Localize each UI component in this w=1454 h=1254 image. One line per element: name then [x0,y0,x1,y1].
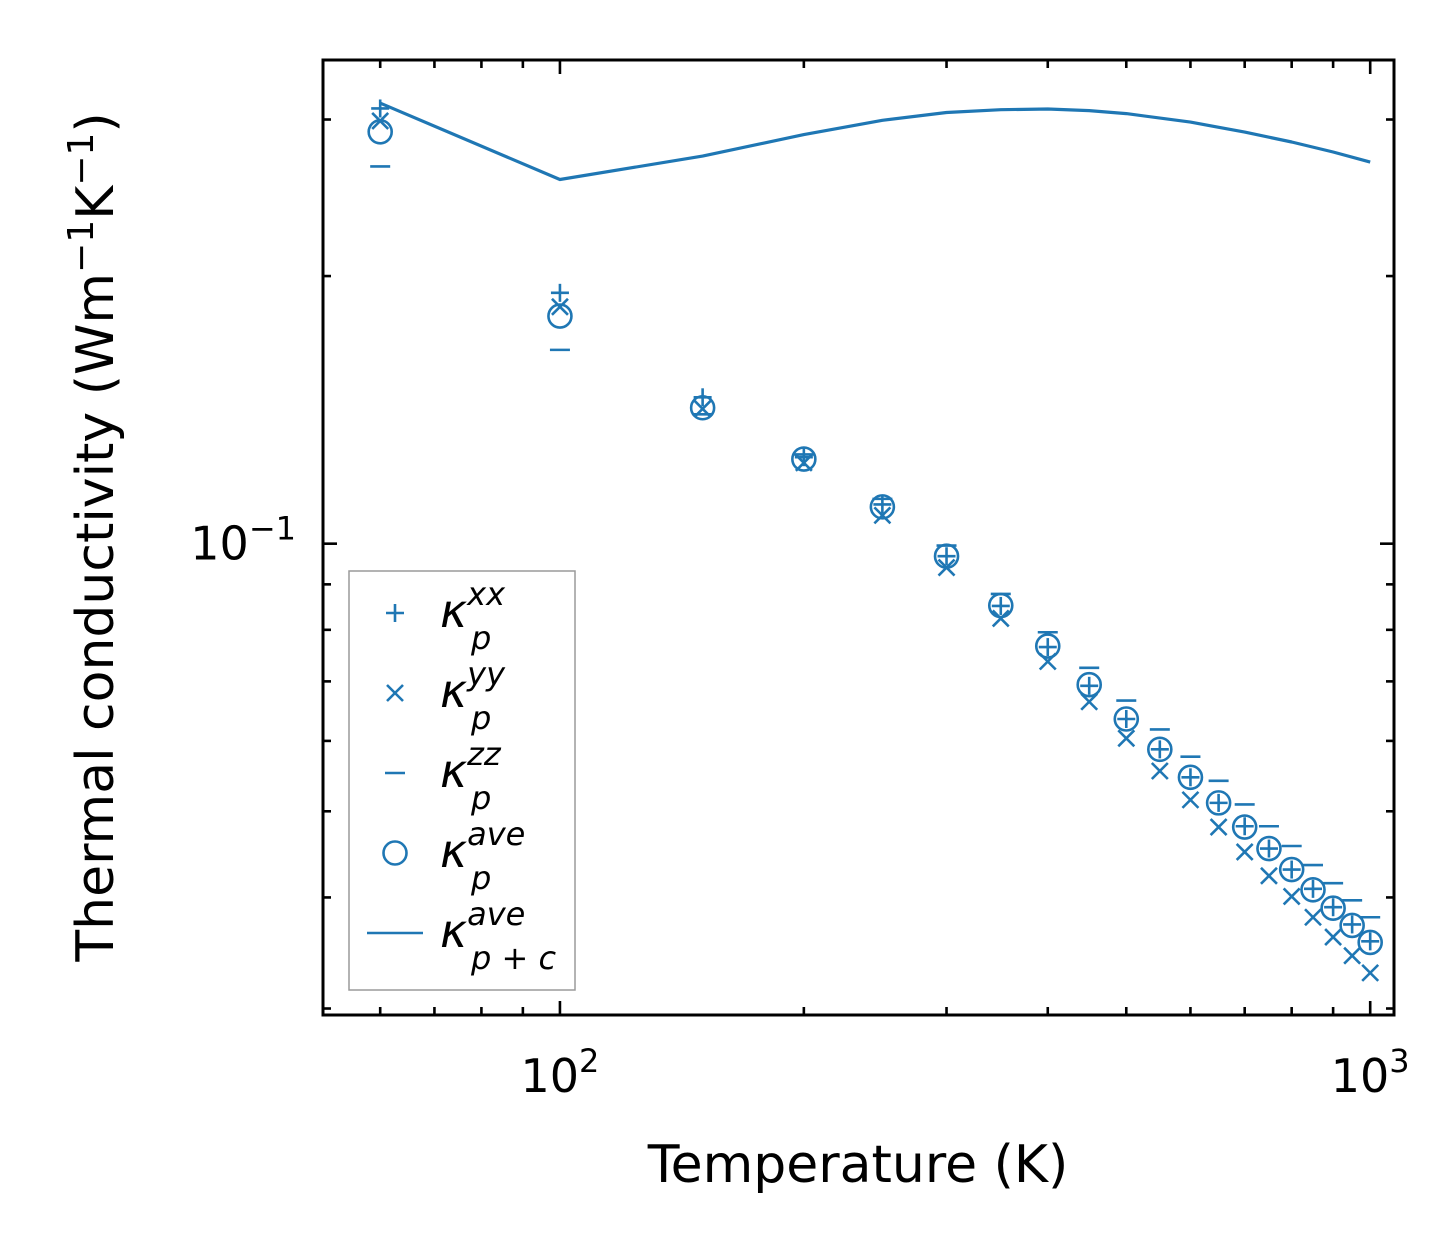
y-label-sup-2: −1 [61,133,102,186]
data-point-circle [1300,876,1326,903]
data-point-circle [1320,895,1346,922]
data-point-plus [1181,768,1200,787]
data-point-x [1282,887,1301,906]
legend-marker-circle [382,840,408,866]
data-point-circle [1205,790,1232,816]
y-axis-label: Thermal conductivity (Wm−1K−1) [61,112,126,962]
data-point-plus [1259,839,1278,858]
data-point-plus [1080,676,1099,695]
data-point-plus [550,283,569,302]
data-point-circle [547,303,573,329]
data-point-circle [1278,856,1305,883]
data-point-circle [987,592,1014,619]
legend-label: κave p + c [440,895,556,977]
data-point-x [1181,790,1200,809]
data-point-circle [1339,912,1365,939]
axes-frame [321,58,1396,1017]
legend-entry: κxx p [386,575,506,657]
data-point-x [991,609,1010,628]
data-point-plus [371,99,390,118]
data-point-circle [933,543,960,570]
series-plus [371,99,1380,951]
legend-label: κxx p [440,575,506,657]
data-point-x [1260,866,1278,885]
data-point-x [1235,843,1254,861]
data-point-plus [1038,638,1057,657]
data-point-x [1361,963,1380,982]
data-point-circle [689,394,716,421]
data-point-x [1304,908,1322,927]
y-label-sup-1: −1 [61,220,102,273]
y-label-base: Thermal conductivity (Wm [66,273,126,963]
legend-label: κave p [440,815,525,897]
legend-marker-plus [386,604,404,622]
x-tick-label: 102 [520,1042,599,1103]
data-point-x [1080,692,1099,711]
data-point-plus [1324,898,1343,917]
series-line-kappa-p-c-ave [379,101,1371,182]
y-tick-label: 10−1 [190,510,296,571]
legend-entry: κave p [382,815,525,897]
legend-entry: κave p + c [367,895,556,977]
data-point-plus [1282,860,1301,879]
series-circle [367,119,1383,956]
data-point-circle [1034,633,1061,659]
y-label-mid: K [66,184,126,220]
data-point-x [551,297,569,316]
data-point-x [1324,928,1343,946]
data-point-circle [1113,706,1140,732]
data-point-circle [1357,929,1383,956]
data-point-circle [1177,764,1204,791]
x-axis-label: Temperature (K) [647,1135,1069,1195]
data-point-plus [937,547,956,566]
data-point-circle [1231,814,1258,840]
plot-area-marks [367,99,1383,982]
data-point-circle [1256,835,1282,862]
legend-label: κyy p [440,655,506,737]
data-point-circle [869,494,896,520]
data-point-circle [367,119,393,145]
tick-labels: 102 103 10−1 [190,510,1409,1103]
series-hline [370,165,1381,919]
data-point-plus [1304,879,1323,898]
legend-entry: κyy p [386,655,506,737]
data-point-plus [1235,817,1254,836]
data-point-x [873,506,892,525]
legend-marker-x [386,684,404,702]
data-point-x [1343,946,1362,965]
x-tick-label: 103 [1331,1042,1410,1103]
legend-label: κzz p [440,735,502,817]
data-point-plus [991,596,1010,615]
y-label-end: ) [66,112,126,132]
data-point-x [1209,818,1228,836]
data-point-circle [791,446,817,472]
data-point-plus [1209,793,1228,812]
data-point-plus [1150,740,1169,759]
data-point-circle [1147,736,1173,763]
legend-entry: κzz p [385,735,502,817]
data-point-plus [1361,932,1380,951]
legend-box [348,570,576,991]
data-point-x [1117,729,1136,748]
data-point-x [1150,762,1169,780]
data-point-plus [1117,710,1136,729]
data-point-circle [1076,671,1103,698]
data-point-plus [1343,915,1362,934]
